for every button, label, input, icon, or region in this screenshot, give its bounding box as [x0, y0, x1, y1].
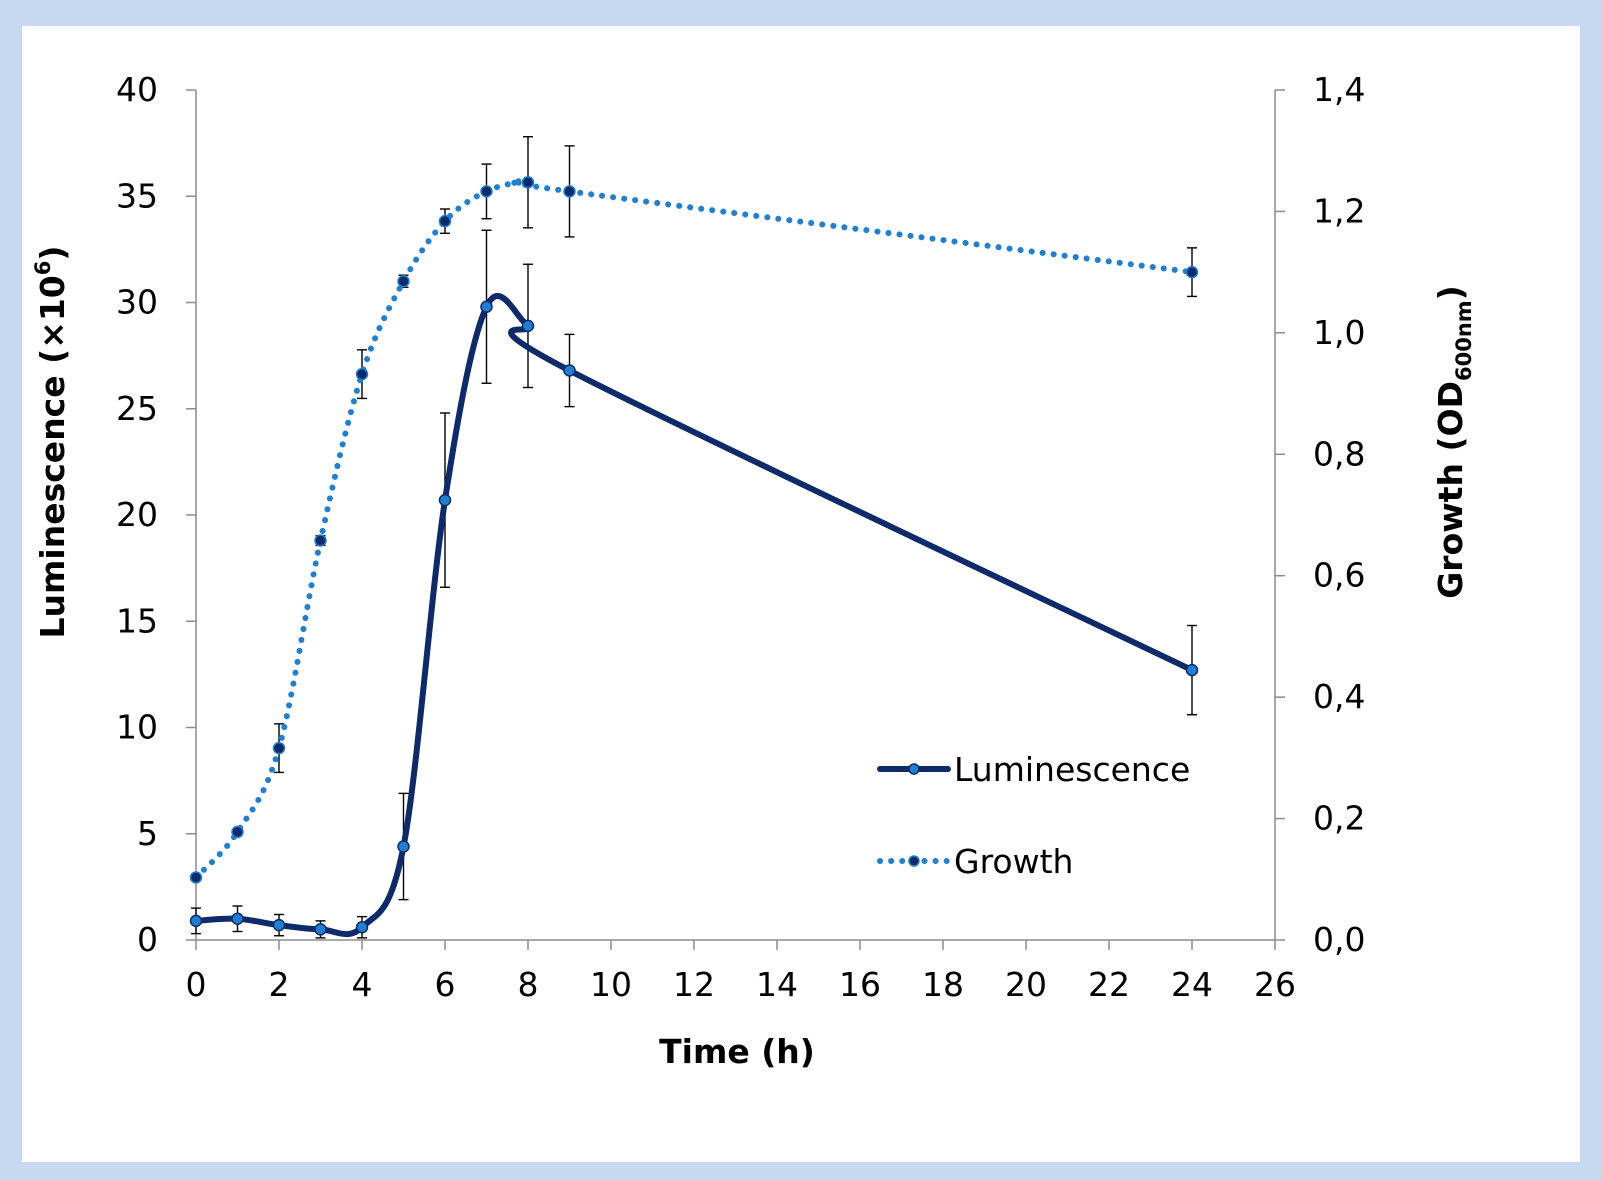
data-point-growth — [189, 871, 203, 884]
right-y-tick-label: 1,4 — [1313, 70, 1365, 109]
series-line-luminescence — [193, 293, 1195, 938]
axes — [195, 90, 1276, 941]
legend-label-growth: Growth — [954, 842, 1073, 881]
right-y-axis-title: Growth (OD600nm) — [1431, 285, 1476, 599]
data-point-growth — [231, 825, 244, 839]
x-tick-label: 22 — [1088, 965, 1130, 1004]
data-point-luminescence — [438, 493, 452, 507]
data-point-growth — [563, 185, 576, 198]
left-y-axis-title-superscript: 6 — [31, 261, 55, 276]
x-tick-label: 12 — [673, 965, 715, 1004]
x-tick-label: 2 — [269, 965, 290, 1004]
left-y-tick-label: 5 — [137, 814, 158, 853]
x-axis-ticks: 0 2 4 6 8 10 12 14 16 18 20 22 24 26 — [186, 940, 1296, 1004]
right-y-tick-label: 0,4 — [1313, 677, 1365, 716]
left-y-tick-label: 30 — [116, 283, 158, 322]
data-point-growth — [355, 367, 369, 381]
data-point-luminescence — [563, 364, 576, 377]
data-point-luminescence — [189, 914, 203, 928]
data-point-growth — [480, 185, 493, 198]
left-y-tick-label: 10 — [116, 708, 158, 747]
left-y-tick-label: 25 — [116, 389, 158, 428]
right-y-tick-label: 1,0 — [1313, 313, 1365, 352]
data-point-luminescence — [1185, 663, 1199, 677]
data-point-growth — [521, 176, 535, 189]
data-point-growth — [397, 275, 410, 288]
x-tick-label: 20 — [1005, 965, 1047, 1004]
data-point-luminescence — [521, 319, 535, 333]
right-y-tick-label: 0,6 — [1313, 556, 1365, 595]
data-point-luminescence — [480, 300, 493, 313]
data-point-luminescence — [355, 921, 369, 934]
chart-frame: 0 2 4 6 8 10 12 14 16 18 20 22 24 26 0 5 10 15 20 25 30 35 40… — [22, 26, 1580, 1162]
right-y-tick-label: 0,2 — [1313, 799, 1365, 838]
right-y-axis-title-end: ) — [1431, 285, 1470, 300]
legend-item-luminescence: Luminescence — [877, 750, 1190, 789]
data-point-luminescence — [314, 923, 327, 936]
right-y-tick-label: 0,0 — [1313, 920, 1365, 959]
legend-marker-growth — [908, 855, 920, 867]
x-tick-label: 0 — [186, 965, 207, 1004]
x-tick-label: 16 — [839, 965, 881, 1004]
legend-label-luminescence: Luminescence — [954, 750, 1190, 789]
left-y-axis-title-end: ) — [33, 246, 72, 261]
right-y-axis-title-subscript: 600nm — [1452, 300, 1476, 381]
left-y-axis-title: Luminescence (×106) — [31, 246, 72, 639]
right-y-tick-label: 0,8 — [1313, 434, 1365, 473]
x-tick-label: 8 — [518, 965, 539, 1004]
left-y-axis-ticks: 0 5 10 15 20 25 30 35 40 — [116, 70, 196, 959]
x-tick-label: 6 — [435, 965, 456, 1004]
series-growth — [189, 136, 1199, 884]
x-tick-label: 18 — [922, 965, 964, 1004]
x-tick-label: 24 — [1171, 965, 1213, 1004]
data-point-growth — [1185, 265, 1199, 279]
series-layer — [189, 136, 1199, 939]
left-y-tick-label: 35 — [116, 176, 158, 215]
data-point-luminescence — [397, 840, 410, 853]
x-tick-label: 14 — [756, 965, 798, 1004]
right-y-axis-title-main: Growth (OD — [1431, 381, 1470, 599]
series-luminescence — [189, 229, 1199, 939]
left-y-tick-label: 15 — [116, 601, 158, 640]
data-point-growth — [438, 214, 452, 228]
data-point-luminescence — [231, 912, 244, 925]
right-y-axis-ticks: 0,0 0,2 0,4 0,6 0,8 1,0 1,2 1,4 — [1275, 70, 1365, 959]
data-point-growth — [314, 534, 327, 547]
left-y-tick-label: 0 — [137, 920, 158, 959]
x-tick-label: 10 — [590, 965, 632, 1004]
left-y-tick-label: 40 — [116, 70, 158, 109]
legend: Luminescence Growth — [877, 750, 1190, 881]
x-axis-title: Time (h) — [659, 1032, 815, 1071]
left-y-tick-label: 20 — [116, 495, 158, 534]
right-y-tick-label: 1,2 — [1313, 191, 1365, 230]
series-line-growth — [193, 178, 1195, 881]
x-tick-label: 26 — [1254, 965, 1296, 1004]
data-point-growth — [272, 741, 286, 755]
data-point-luminescence — [272, 918, 286, 932]
left-y-axis-title-main: Luminescence (×10 — [33, 275, 72, 638]
line-chart: 0 2 4 6 8 10 12 14 16 18 20 22 24 26 0510152025303540… — [31, 70, 1476, 1071]
x-tick-label: 4 — [352, 965, 373, 1004]
legend-item-growth: Growth — [877, 842, 1073, 881]
legend-marker-luminescence — [908, 763, 920, 775]
